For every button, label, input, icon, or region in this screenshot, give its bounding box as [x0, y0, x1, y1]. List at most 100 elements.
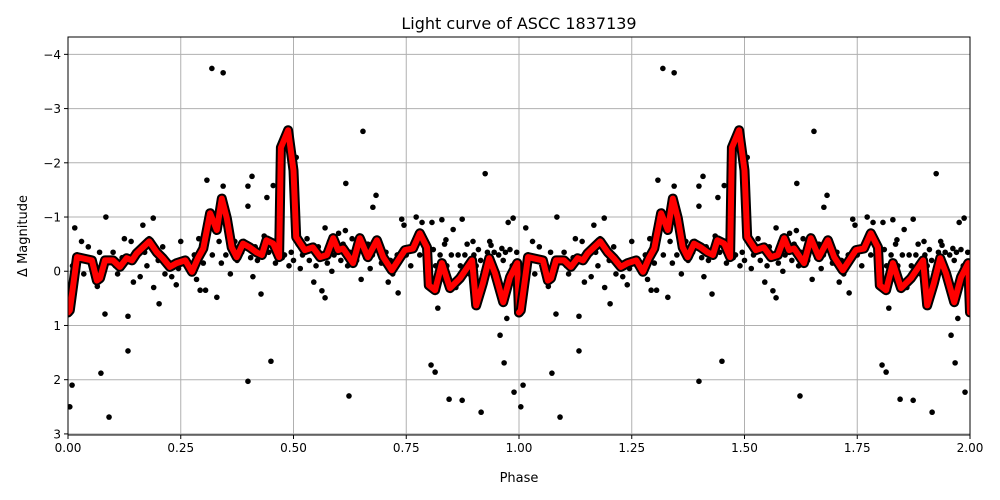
data-point	[202, 287, 209, 294]
data-point	[500, 257, 507, 264]
data-point	[824, 192, 830, 199]
data-point	[128, 238, 134, 245]
data-point	[499, 245, 505, 252]
data-point	[69, 382, 75, 388]
data-point	[495, 252, 502, 258]
data-point	[572, 235, 579, 242]
data-point	[502, 249, 509, 256]
data-point	[250, 273, 256, 280]
data-point	[961, 215, 967, 221]
data-point	[162, 271, 168, 277]
data-point	[913, 252, 919, 258]
x-tick-label: 0.25	[167, 441, 194, 455]
data-point	[385, 279, 392, 285]
data-point	[358, 276, 364, 283]
data-point	[491, 249, 497, 256]
data-point	[696, 203, 702, 209]
data-point	[223, 252, 229, 258]
data-point	[852, 222, 858, 228]
data-point	[428, 362, 434, 368]
data-point	[268, 358, 274, 365]
data-point	[651, 260, 658, 266]
data-point	[951, 257, 958, 264]
data-point	[870, 219, 876, 226]
x-axis: 0.00 0.25 0.50 0.75 1.00 1.25 1.50 1.75 2.00	[55, 435, 983, 455]
data-point	[319, 287, 325, 294]
data-point	[329, 268, 335, 275]
y-tick-label: −3	[43, 102, 61, 116]
data-point	[507, 246, 513, 253]
data-point	[511, 389, 517, 395]
y-axis-label: Δ Magnitude	[16, 195, 31, 277]
data-point	[937, 238, 944, 245]
data-point	[698, 254, 705, 261]
data-point	[297, 265, 304, 272]
data-point	[419, 219, 425, 226]
data-point	[71, 225, 78, 231]
y-axis: −4 −3 −2 −1 0 1 2 3	[43, 48, 68, 441]
data-point	[864, 214, 870, 220]
data-point	[150, 215, 157, 221]
data-point	[398, 216, 405, 222]
data-point	[719, 358, 725, 365]
data-point	[818, 265, 824, 272]
data-point	[660, 252, 667, 258]
data-point	[529, 238, 536, 245]
data-point	[786, 230, 793, 237]
data-point	[565, 271, 572, 277]
x-tick-label: 1.25	[618, 441, 645, 455]
data-point	[437, 252, 443, 258]
data-point	[130, 279, 137, 285]
data-point	[464, 241, 470, 247]
data-point	[576, 348, 582, 354]
data-point	[144, 263, 150, 269]
data-point	[177, 238, 184, 245]
data-point	[432, 369, 438, 375]
data-point	[549, 370, 555, 376]
data-point	[879, 362, 885, 368]
data-point	[809, 276, 815, 283]
data-point	[653, 287, 660, 294]
x-tick-label: 1.75	[844, 441, 871, 455]
model-curve-line	[68, 127, 522, 316]
data-point	[110, 249, 116, 256]
data-point	[723, 260, 730, 266]
data-point	[948, 332, 954, 339]
data-point	[407, 263, 414, 269]
data-point	[800, 235, 806, 242]
data-point	[416, 252, 423, 258]
data-point	[739, 249, 746, 256]
data-point	[761, 279, 768, 285]
data-point	[450, 226, 456, 233]
data-point	[156, 300, 162, 307]
data-point	[775, 260, 782, 266]
data-point	[264, 194, 270, 201]
data-point	[125, 313, 131, 320]
data-point	[773, 295, 779, 301]
data-point	[897, 396, 903, 403]
data-point	[504, 315, 510, 322]
data-point	[619, 273, 626, 280]
data-point	[455, 252, 461, 258]
data-point	[204, 177, 210, 183]
data-point	[140, 222, 146, 228]
data-point	[797, 393, 803, 399]
data-point	[159, 244, 166, 250]
data-point	[669, 260, 676, 266]
data-point	[715, 194, 721, 201]
data-point	[579, 238, 585, 245]
data-point	[435, 305, 441, 311]
x-tick-label: 1.00	[506, 441, 533, 455]
data-point	[218, 260, 225, 266]
data-point	[757, 257, 764, 264]
data-point	[360, 128, 366, 135]
data-point	[628, 238, 635, 245]
data-point	[610, 244, 617, 250]
data-point	[486, 238, 493, 245]
data-point	[595, 263, 601, 269]
data-point	[288, 249, 295, 256]
data-point	[96, 249, 103, 256]
data-point	[886, 305, 892, 311]
data-point	[821, 204, 827, 211]
data-point	[346, 393, 352, 399]
